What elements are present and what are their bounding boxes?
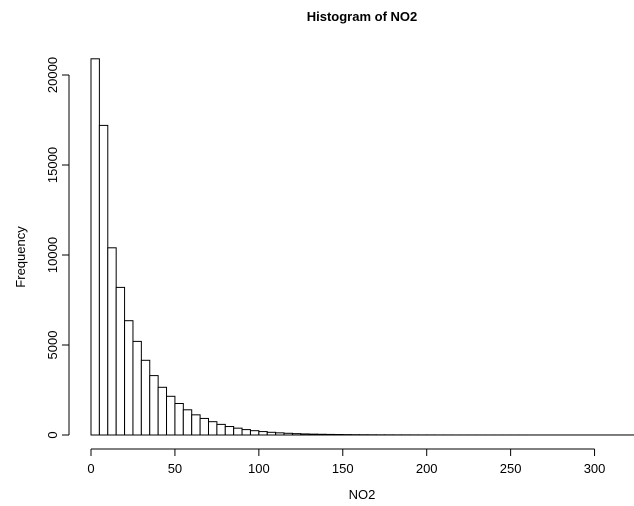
histogram-bar bbox=[132, 340, 142, 436]
histogram-bar bbox=[166, 395, 176, 436]
x-axis-label: NO2 bbox=[349, 487, 376, 502]
histogram-bar bbox=[325, 433, 335, 436]
histogram-bar bbox=[115, 286, 126, 436]
histogram-bar bbox=[266, 431, 277, 436]
histogram-bar bbox=[216, 423, 226, 436]
y-tick-label: 5000 bbox=[45, 331, 60, 360]
histogram-bar bbox=[208, 421, 218, 436]
bars-group bbox=[90, 58, 634, 436]
histogram-bar bbox=[233, 427, 243, 436]
histogram-bar bbox=[199, 417, 209, 436]
histogram-bar bbox=[241, 429, 251, 436]
histogram-bar bbox=[174, 403, 184, 436]
histogram-bar bbox=[90, 58, 100, 436]
histogram-bar bbox=[140, 359, 151, 436]
y-tick-label: 0 bbox=[45, 431, 60, 438]
histogram-bar bbox=[258, 431, 268, 436]
x-tick-label: 50 bbox=[168, 461, 182, 476]
x-tick-label: 200 bbox=[416, 461, 438, 476]
x-axis: 0 50 100 150 200 250 300 bbox=[87, 448, 606, 476]
histogram-bar bbox=[300, 433, 310, 436]
x-tick-label: 100 bbox=[248, 461, 270, 476]
histogram-bar bbox=[107, 247, 117, 436]
histogram-bar bbox=[308, 433, 319, 436]
x-tick-label: 0 bbox=[87, 461, 94, 476]
histogram-bar bbox=[291, 433, 302, 436]
histogram-bar bbox=[317, 433, 327, 436]
y-axis: 0 5000 10000 15000 20000 bbox=[45, 57, 70, 439]
chart-title: Histogram of NO2 bbox=[307, 9, 418, 24]
histogram-bar bbox=[275, 432, 285, 436]
x-tick-label: 250 bbox=[500, 461, 522, 476]
histogram-bar bbox=[182, 409, 193, 436]
x-tick-label: 300 bbox=[584, 461, 606, 476]
histogram-bar bbox=[149, 375, 159, 436]
histogram-bar bbox=[283, 432, 293, 436]
histogram-bar bbox=[249, 430, 260, 436]
histogram-bar bbox=[191, 414, 201, 436]
histogram-bar bbox=[224, 426, 235, 436]
histogram-bar bbox=[124, 320, 134, 436]
histogram-bar bbox=[98, 124, 109, 436]
y-axis-label: Frequency bbox=[13, 226, 28, 288]
y-tick-label: 15000 bbox=[45, 147, 60, 183]
y-tick-label: 20000 bbox=[45, 57, 60, 93]
x-tick-label: 150 bbox=[332, 461, 354, 476]
y-tick-label: 10000 bbox=[45, 237, 60, 273]
histogram-bar bbox=[157, 386, 168, 436]
